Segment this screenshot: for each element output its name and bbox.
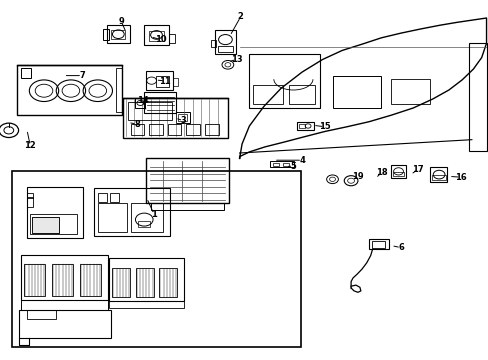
Bar (392, 172, 403, 176)
Text: 19: 19 (351, 172, 363, 181)
Bar (270, 161, 293, 167)
Bar (429, 167, 447, 182)
Bar (27, 187, 83, 238)
Bar (167, 124, 181, 135)
Text: 11: 11 (159, 77, 171, 85)
Bar (111, 30, 125, 39)
Bar (24, 264, 45, 296)
Bar (211, 40, 216, 47)
Bar (17, 65, 122, 115)
Bar (108, 301, 184, 308)
Bar (288, 85, 315, 104)
Bar (217, 46, 233, 52)
Bar (390, 79, 429, 104)
Text: 15: 15 (318, 122, 330, 131)
Text: 10: 10 (154, 35, 166, 44)
Text: 13: 13 (230, 55, 242, 64)
Text: 16: 16 (454, 173, 466, 181)
Bar (128, 102, 172, 120)
Bar (145, 158, 228, 203)
Bar (116, 68, 122, 112)
Text: 3: 3 (180, 116, 186, 125)
Bar (299, 124, 305, 128)
Bar (368, 239, 388, 249)
Bar (94, 188, 169, 236)
Bar (98, 203, 127, 232)
Bar (253, 85, 282, 104)
Bar (204, 124, 218, 135)
Bar (390, 165, 405, 178)
Bar (27, 193, 33, 198)
Text: 2: 2 (237, 12, 243, 22)
Bar (108, 258, 184, 301)
Bar (176, 112, 189, 123)
Bar (155, 76, 169, 87)
Text: 14: 14 (137, 96, 148, 105)
Bar (21, 68, 31, 78)
Bar (282, 163, 288, 166)
Text: 17: 17 (411, 165, 423, 174)
Bar (168, 34, 174, 43)
Text: 7: 7 (79, 71, 85, 80)
Bar (27, 197, 33, 207)
Bar (249, 54, 320, 108)
Bar (98, 193, 106, 202)
Bar (159, 268, 177, 297)
Bar (178, 114, 187, 121)
Bar (332, 76, 381, 108)
Bar (186, 124, 200, 135)
Bar (215, 30, 235, 54)
Bar (123, 98, 228, 138)
Bar (431, 175, 445, 180)
Bar (27, 310, 56, 319)
Text: 18: 18 (375, 168, 386, 177)
Bar (30, 214, 77, 234)
Bar (144, 25, 168, 45)
Text: 5: 5 (290, 162, 296, 171)
Bar (102, 29, 108, 40)
Bar (145, 71, 172, 90)
Text: 9: 9 (118, 17, 124, 26)
Text: 12: 12 (24, 141, 36, 150)
Bar (144, 92, 176, 113)
Bar (135, 98, 145, 108)
Bar (106, 25, 130, 43)
Bar (172, 78, 177, 86)
Bar (371, 241, 385, 248)
Text: 8: 8 (134, 120, 140, 129)
Bar (112, 268, 130, 297)
Bar (131, 203, 163, 232)
Text: 1: 1 (151, 210, 157, 219)
Text: 4: 4 (299, 156, 305, 165)
Bar (130, 124, 144, 135)
Bar (149, 31, 163, 41)
Bar (80, 264, 101, 296)
Bar (52, 264, 73, 296)
Bar (20, 300, 107, 310)
Bar (32, 217, 59, 233)
Bar (32, 217, 59, 233)
Bar (149, 124, 163, 135)
Text: 6: 6 (397, 243, 403, 252)
Bar (110, 193, 119, 202)
Bar (150, 203, 224, 210)
Bar (272, 163, 278, 166)
Bar (468, 43, 486, 151)
Bar (12, 171, 300, 347)
Bar (20, 255, 107, 300)
Bar (136, 268, 153, 297)
Bar (138, 221, 150, 227)
Bar (297, 122, 314, 130)
